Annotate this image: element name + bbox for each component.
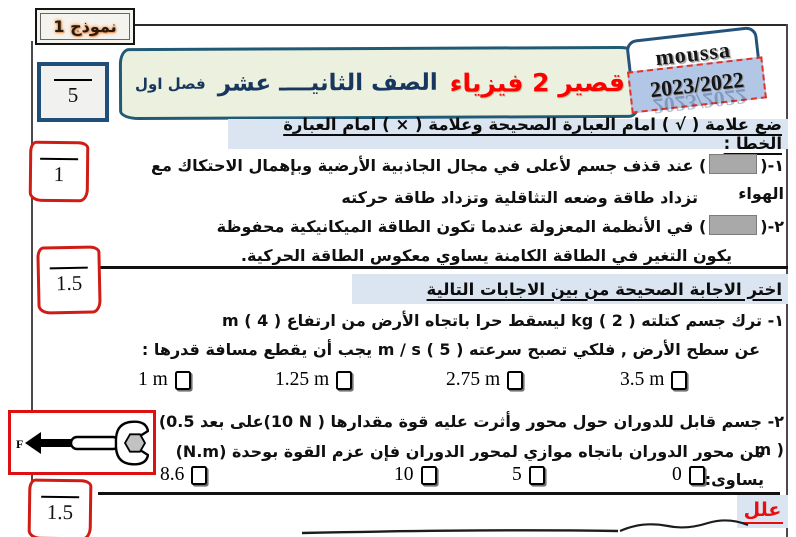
truefalse-points-box: 1 <box>28 140 90 203</box>
mcq-q1-points-box: 1.5 <box>36 245 102 315</box>
term-title: فصل اول <box>134 74 206 94</box>
q2-option-2: 10 <box>394 464 437 486</box>
tf-item-2-line-2: يكون التغير في الطاقة الكامنة يساوي معكو… <box>240 246 732 265</box>
wrench-icon: F <box>16 420 149 465</box>
bottom-divider-line <box>98 492 780 495</box>
tf-item-1-line-2: تزداد طاقة وضعه التثاقلية وتزداد طاقة حر… <box>341 188 698 207</box>
tf-answer-slot-2[interactable] <box>709 215 758 235</box>
q2-option-4-checkbox[interactable] <box>688 465 705 485</box>
left-border-line <box>31 41 33 537</box>
wrench-figure: F <box>8 410 156 475</box>
score-blank-line <box>54 78 92 81</box>
mcq-q2-line-1: ٢- جسم قابل للدوران حول محور وأثرت عليه … <box>158 412 784 459</box>
q1-option-2-checkbox[interactable] <box>336 370 353 390</box>
q2-option-1-checkbox[interactable] <box>191 465 208 485</box>
q2-option-2-checkbox[interactable] <box>420 465 437 485</box>
mid-divider-line <box>98 266 788 269</box>
reason-section-label: علل <box>737 495 788 528</box>
tf-item-1-line-1: ١-() عند قذف جسم لأعلى في مجال الجاذبية … <box>151 154 784 203</box>
q1-option-1-label: 1 m <box>138 369 168 390</box>
tf-answer-slot-1[interactable] <box>709 154 758 174</box>
mcq-q1-line-2: عن سطح الأرض , فلكي تصبح سرعته ⁦m / s ( … <box>141 340 760 359</box>
q1-option-1: 1 m <box>138 369 191 391</box>
q2-option-2-label: 10 <box>394 464 414 485</box>
q1-option-3: 2.75 m <box>446 369 524 391</box>
q2-option-1: 8.6 <box>160 464 208 486</box>
mcq-q2-points-box: 1.5 <box>27 478 93 537</box>
force-arrow-icon <box>25 431 41 454</box>
q1-option-4-label: 3.5 m <box>620 369 665 390</box>
q2-option-3-label: 5 <box>512 464 522 485</box>
q1-option-3-checkbox[interactable] <box>507 370 524 390</box>
tf-item-2-line-1: ٢-() في الأنظمة المعزولة عندما تكون الطا… <box>216 215 784 236</box>
q1-option-3-label: 2.75 m <box>446 369 501 390</box>
q2-option-3-checkbox[interactable] <box>528 465 545 485</box>
mcq-section-header: اختر الاجابة الصحيحة من بين الاجابات الت… <box>352 274 788 304</box>
model-nameplate: نموذج 1 <box>35 8 135 45</box>
q1-option-4: 3.5 m <box>620 369 688 391</box>
grade-title: الصف الثانيــــ عشر <box>217 69 438 97</box>
truefalse-section-header: ضع علامة ( √ ) امام العبارة الصحيحة وعلا… <box>228 115 788 153</box>
handwriting-stroke <box>301 519 749 535</box>
q2-option-4: 0 <box>672 464 705 486</box>
mcq-q1-line-1: ١- ترك جسم كتلته ⁦kg ( 2 )⁩ ليسقط حرا با… <box>221 311 784 330</box>
top-border-line <box>131 24 788 26</box>
q2-option-1-label: 8.6 <box>160 464 185 485</box>
force-label: F <box>16 437 23 451</box>
quiz-title: قصير 2 فيزياء <box>449 67 626 98</box>
mcq-q2-line-2: من محور الدوران باتجاه موازي لمحور الدور… <box>175 442 764 489</box>
total-score-box: 5 <box>37 62 109 122</box>
total-points: 5 <box>67 82 79 107</box>
q1-option-2: 1.25 m <box>275 369 353 391</box>
model-label: نموذج 1 <box>53 17 117 36</box>
q2-option-4-label: 0 <box>672 464 682 485</box>
q2-option-3: 5 <box>512 464 545 486</box>
wrench-handle <box>69 435 121 450</box>
title-banner: قصير 2 فيزياء الصف الثانيــــ عشر فصل او… <box>118 45 642 121</box>
q1-option-4-checkbox[interactable] <box>671 370 688 390</box>
hex-nut-icon <box>123 432 147 453</box>
q1-option-2-label: 1.25 m <box>275 369 330 390</box>
q1-option-1-checkbox[interactable] <box>174 370 191 390</box>
